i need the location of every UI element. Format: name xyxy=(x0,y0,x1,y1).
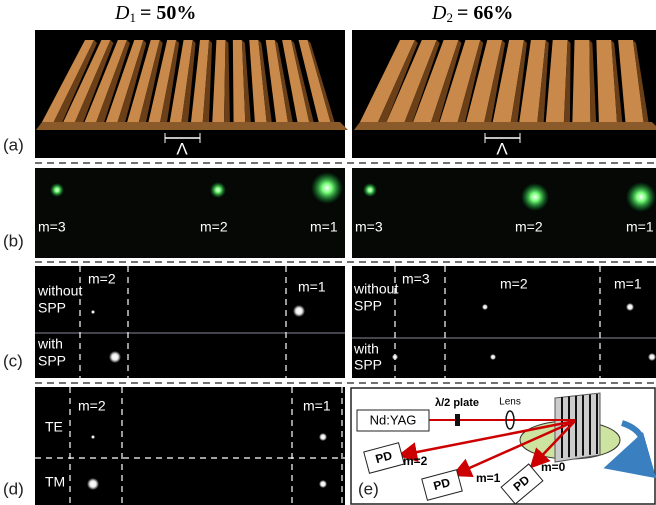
order-label: m=3 xyxy=(355,219,383,235)
order-label: m=2 xyxy=(78,398,106,414)
spot xyxy=(91,435,95,439)
panel-label: (d) xyxy=(3,479,24,498)
spot xyxy=(392,354,398,360)
order-label: m=3 xyxy=(402,271,430,287)
spot xyxy=(490,354,496,360)
spot xyxy=(319,433,327,441)
condition-label: SPP xyxy=(38,300,66,316)
panel-label: (b) xyxy=(3,231,24,250)
grating-base xyxy=(354,122,656,130)
header-value: = 50% xyxy=(140,2,196,24)
condition-label: SPP xyxy=(354,357,382,373)
figure: D1= 50% D2= 66% Λ Λ m=3 m=2 m=1 m=3 m=2 … xyxy=(0,0,656,505)
image-b-left xyxy=(35,168,345,258)
order-label: m=1 xyxy=(476,471,501,485)
spot xyxy=(363,183,377,197)
order-label: m=1 xyxy=(303,398,331,414)
panel-label: (c) xyxy=(3,351,23,370)
order-label: m=2 xyxy=(88,271,116,287)
spot xyxy=(319,480,327,488)
header-subscript: 2 xyxy=(446,10,453,25)
spot xyxy=(648,353,656,361)
lens-label: Lens xyxy=(499,397,521,408)
spot xyxy=(521,183,549,211)
header-value: = 66% xyxy=(457,2,513,24)
laser-label: Nd:YAG xyxy=(370,412,417,427)
image-b-right xyxy=(352,168,656,258)
spot xyxy=(109,351,121,363)
condition-label: SPP xyxy=(38,353,66,369)
mode-label: TE xyxy=(45,419,63,435)
spot xyxy=(293,305,305,317)
condition-label: SPP xyxy=(354,298,382,314)
waveplate-label: λ/2 plate xyxy=(435,397,479,409)
condition-label: without xyxy=(37,283,82,299)
panel-label: (a) xyxy=(3,135,24,154)
spot xyxy=(626,303,634,311)
header-subscript: 1 xyxy=(129,10,136,25)
period-label: Λ xyxy=(176,139,188,158)
spot xyxy=(50,183,64,197)
order-label: m=1 xyxy=(614,276,642,292)
spot xyxy=(626,182,656,212)
header: D1 = 50% xyxy=(114,2,196,25)
header: D2 = 66% xyxy=(431,2,513,25)
order-label: m=2 xyxy=(403,454,428,468)
order-label: m=0 xyxy=(541,460,566,474)
spot xyxy=(91,310,95,314)
condition-label: with xyxy=(353,341,379,357)
panel-label: (e) xyxy=(358,479,379,498)
page: {"headers": [ {"symbol": "D", "subscript… xyxy=(0,0,656,505)
spot xyxy=(311,172,343,204)
mode-label: TM xyxy=(45,474,65,490)
spot xyxy=(87,478,99,490)
order-label: m=1 xyxy=(310,219,338,235)
header-symbol: D xyxy=(114,2,130,24)
header-symbol: D xyxy=(431,2,447,24)
condition-label: without xyxy=(353,281,398,297)
waveplate xyxy=(455,414,460,426)
grating-base xyxy=(36,122,348,130)
order-label: m=2 xyxy=(500,276,528,292)
spot xyxy=(482,304,488,310)
order-label: m=2 xyxy=(200,219,228,235)
spot xyxy=(210,182,226,198)
order-label: m=1 xyxy=(298,279,326,295)
grating-ridge xyxy=(572,40,590,122)
condition-label: with xyxy=(37,336,63,352)
order-label: m=2 xyxy=(515,219,543,235)
period-label: Λ xyxy=(496,139,508,158)
body: D1= 50% D2= 66% Λ Λ m=3 m=2 m=1 m=3 m=2 … xyxy=(0,0,656,505)
order-label: m=1 xyxy=(626,219,654,235)
order-label: m=3 xyxy=(38,219,66,235)
